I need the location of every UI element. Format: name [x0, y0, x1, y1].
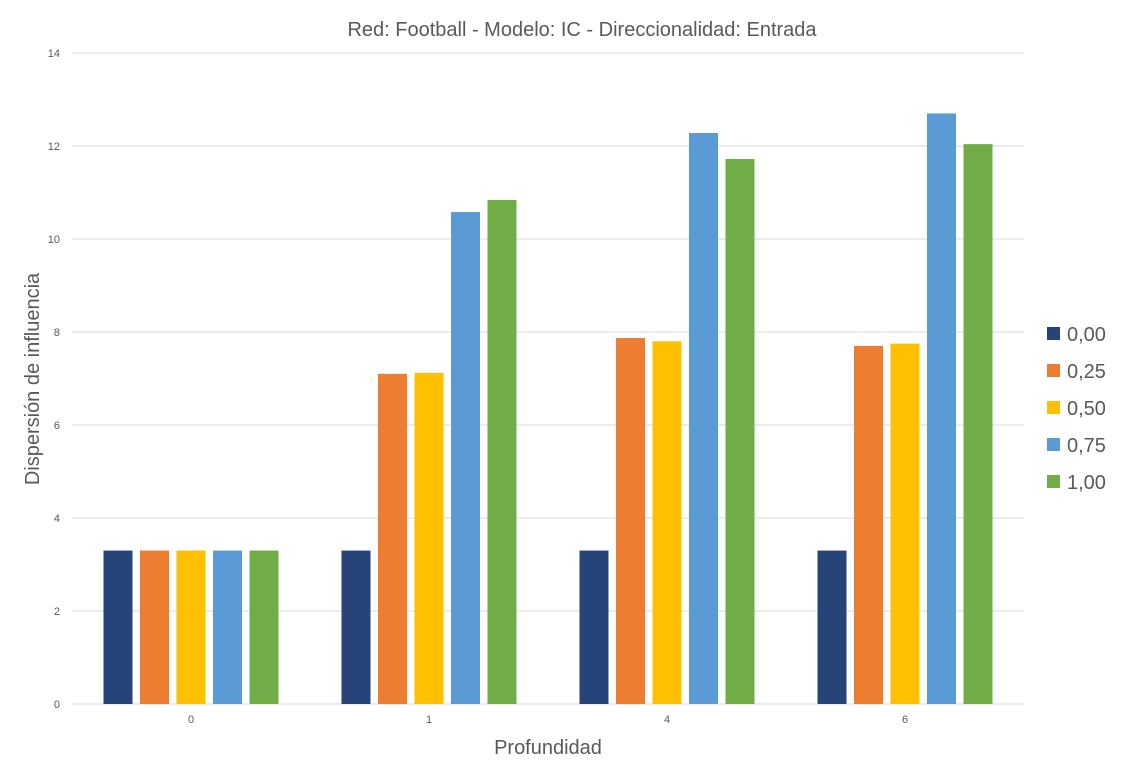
legend: 0,00 0,25 0,50 0,75 1,00 [1047, 324, 1106, 494]
bar-0-00-cat-4 [579, 550, 609, 704]
legend-swatch [1047, 364, 1060, 377]
y-tick-label: 10 [48, 234, 60, 246]
legend-label: 0,50 [1067, 398, 1106, 420]
y-tick-label: 8 [54, 327, 60, 339]
y-axis-ticks: 0 2 4 6 8 10 12 14 [48, 48, 60, 711]
legend-label: 1,00 [1067, 472, 1106, 494]
bar-0-75-cat-0 [213, 550, 242, 704]
legend-label: 0,75 [1067, 435, 1106, 457]
bar-0-00-cat-1 [341, 550, 371, 704]
y-tick-label: 12 [48, 141, 60, 153]
bar-0-50-cat-1 [414, 372, 444, 704]
bar-1-00-cat-4 [725, 159, 755, 704]
bar-1-00-cat-0 [249, 550, 279, 704]
y-tick-label: 2 [54, 606, 60, 618]
y-tick-label: 6 [54, 420, 60, 432]
legend-swatch [1047, 475, 1060, 488]
x-tick-label: 4 [664, 714, 670, 726]
bar-0-50-cat-4 [652, 341, 682, 704]
legend-label: 0,00 [1067, 324, 1106, 346]
bar-0-50-cat-6 [890, 343, 920, 704]
bar-0-25-cat-4 [616, 338, 645, 704]
y-axis-title: Dispersión de influencia [22, 272, 44, 485]
x-tick-label: 0 [188, 714, 194, 726]
legend-swatch [1047, 438, 1060, 451]
bar-0-00-cat-6 [817, 550, 847, 704]
legend-label: 0,25 [1067, 361, 1106, 383]
chart-title: Red: Football - Modelo: IC - Direccional… [347, 19, 817, 41]
bar-0-25-cat-6 [854, 345, 883, 704]
bar-0-75-cat-6 [927, 113, 956, 704]
x-axis-ticks: 0 1 4 6 [188, 714, 908, 726]
bar-0-75-cat-1 [451, 212, 480, 704]
x-tick-label: 6 [902, 714, 908, 726]
bar-0-00-cat-0 [103, 550, 133, 704]
x-axis-title: Profundidad [494, 737, 602, 759]
legend-swatch [1047, 401, 1060, 414]
legend-swatch [1047, 327, 1060, 340]
bars [103, 113, 993, 705]
y-tick-label: 4 [54, 513, 60, 525]
bar-0-75-cat-4 [689, 132, 718, 705]
x-tick-label: 1 [426, 714, 432, 726]
bar-0-50-cat-0 [176, 550, 206, 704]
bar-1-00-cat-1 [487, 199, 517, 704]
bar-0-25-cat-1 [378, 373, 407, 704]
y-tick-label: 0 [54, 699, 60, 711]
bar-0-25-cat-0 [140, 550, 169, 704]
bar-1-00-cat-6 [963, 144, 993, 704]
y-tick-label: 14 [48, 48, 60, 60]
